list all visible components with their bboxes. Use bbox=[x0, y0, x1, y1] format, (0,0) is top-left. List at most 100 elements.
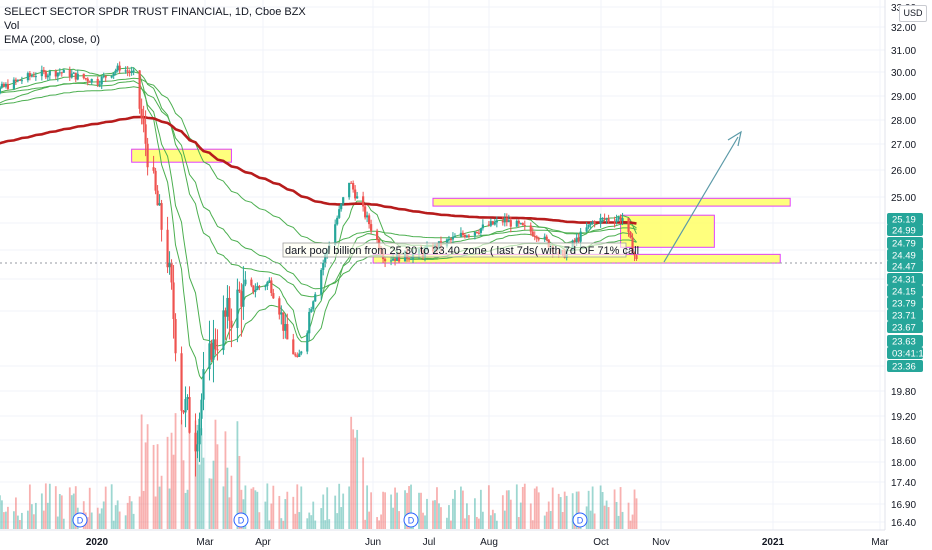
volume-bar bbox=[298, 512, 301, 529]
candle bbox=[160, 199, 163, 242]
time-axis[interactable]: 2020 Mar Apr Jun Jul Aug Oct Nov 2021 Mar bbox=[0, 529, 889, 548]
price-badge-label: 24.79 bbox=[892, 239, 916, 250]
candle-body bbox=[0, 87, 2, 94]
candle bbox=[222, 295, 225, 355]
price-badge-label: 24.15 bbox=[892, 287, 916, 298]
candle bbox=[124, 66, 127, 74]
candle bbox=[633, 251, 636, 262]
candle-body bbox=[198, 418, 201, 445]
candle-body bbox=[543, 236, 546, 240]
volume-bar bbox=[543, 515, 546, 529]
volume-bar bbox=[168, 488, 171, 529]
candle bbox=[76, 69, 79, 81]
price-badge: 24.99 bbox=[887, 224, 923, 237]
candle bbox=[48, 69, 51, 81]
time-tick-label: Oct bbox=[593, 537, 609, 548]
candle-body bbox=[20, 80, 23, 82]
volume-bar bbox=[226, 467, 229, 529]
candle bbox=[228, 286, 231, 340]
volume-bar bbox=[631, 514, 634, 529]
volume-bar bbox=[613, 489, 616, 529]
candle-body bbox=[577, 237, 580, 242]
price-badge-label: 23.63 bbox=[892, 337, 916, 348]
candle bbox=[599, 213, 602, 228]
candle bbox=[286, 313, 289, 340]
candle bbox=[585, 222, 588, 233]
candle-body bbox=[467, 235, 471, 237]
volume-bar bbox=[264, 501, 267, 529]
annotation-box bbox=[282, 242, 627, 258]
candle-body bbox=[463, 234, 467, 238]
volume-bar bbox=[601, 491, 604, 529]
candle bbox=[250, 277, 253, 288]
candle-body bbox=[603, 217, 606, 220]
volume-bar bbox=[410, 484, 412, 529]
volume-bar bbox=[354, 437, 357, 529]
volume-bar bbox=[250, 488, 253, 529]
price-axis[interactable]: 33.0032.0031.0030.0029.0028.0027.0026.00… bbox=[884, 0, 932, 530]
volume-bar bbox=[537, 492, 540, 529]
candle-body bbox=[130, 71, 133, 74]
candle bbox=[172, 265, 175, 339]
volume-bar bbox=[26, 510, 29, 529]
candle bbox=[30, 73, 33, 78]
volume-bar bbox=[406, 492, 408, 529]
candle bbox=[296, 352, 299, 358]
volume-bar bbox=[124, 515, 127, 529]
candle bbox=[543, 233, 546, 242]
dividend-marker: D bbox=[403, 512, 419, 528]
candle bbox=[376, 228, 379, 244]
candle-body bbox=[226, 297, 229, 317]
candle bbox=[12, 77, 16, 91]
candle bbox=[170, 259, 173, 290]
candle bbox=[188, 386, 191, 434]
volume-bar bbox=[238, 455, 241, 529]
candle bbox=[270, 277, 273, 297]
currency-button[interactable]: USD bbox=[899, 5, 927, 22]
candle bbox=[453, 233, 457, 238]
candle bbox=[110, 75, 113, 79]
candle bbox=[58, 68, 61, 76]
candle bbox=[180, 346, 183, 425]
volume-bar bbox=[491, 509, 494, 529]
price-tick-label: 18.00 bbox=[891, 458, 916, 469]
candle-body bbox=[447, 239, 451, 241]
candle bbox=[342, 196, 345, 206]
volume-bar bbox=[182, 460, 185, 529]
candle bbox=[166, 216, 169, 274]
candle bbox=[517, 219, 520, 228]
volume-bar bbox=[563, 491, 566, 529]
volume-bar bbox=[128, 496, 131, 529]
candle bbox=[242, 266, 245, 320]
volume-bar bbox=[3, 512, 5, 529]
candle-body bbox=[216, 349, 219, 351]
candle-body bbox=[182, 410, 185, 413]
candle bbox=[84, 77, 87, 81]
candle bbox=[593, 220, 596, 228]
volume-bar bbox=[320, 508, 323, 529]
candle bbox=[208, 320, 211, 381]
price-badge-label: 24.47 bbox=[892, 262, 916, 273]
candle bbox=[28, 70, 31, 81]
candle-body bbox=[56, 72, 59, 77]
candle bbox=[16, 79, 19, 83]
candle-body bbox=[601, 217, 604, 219]
candle bbox=[280, 305, 283, 325]
moving-average-line bbox=[0, 80, 637, 347]
price-badge-bg bbox=[887, 297, 923, 309]
candle bbox=[531, 227, 534, 237]
volume-bar bbox=[587, 490, 590, 529]
volume-bar bbox=[452, 498, 454, 529]
volume-bar bbox=[571, 493, 574, 529]
candle bbox=[158, 194, 161, 206]
candle bbox=[102, 72, 105, 79]
volume-bar bbox=[364, 519, 367, 529]
candle-body bbox=[242, 284, 245, 307]
candle-body bbox=[312, 301, 315, 310]
candle bbox=[605, 217, 608, 225]
candle bbox=[340, 203, 343, 212]
volume-bar bbox=[384, 492, 386, 529]
volume-bar bbox=[479, 489, 482, 529]
candle-body bbox=[88, 81, 91, 83]
